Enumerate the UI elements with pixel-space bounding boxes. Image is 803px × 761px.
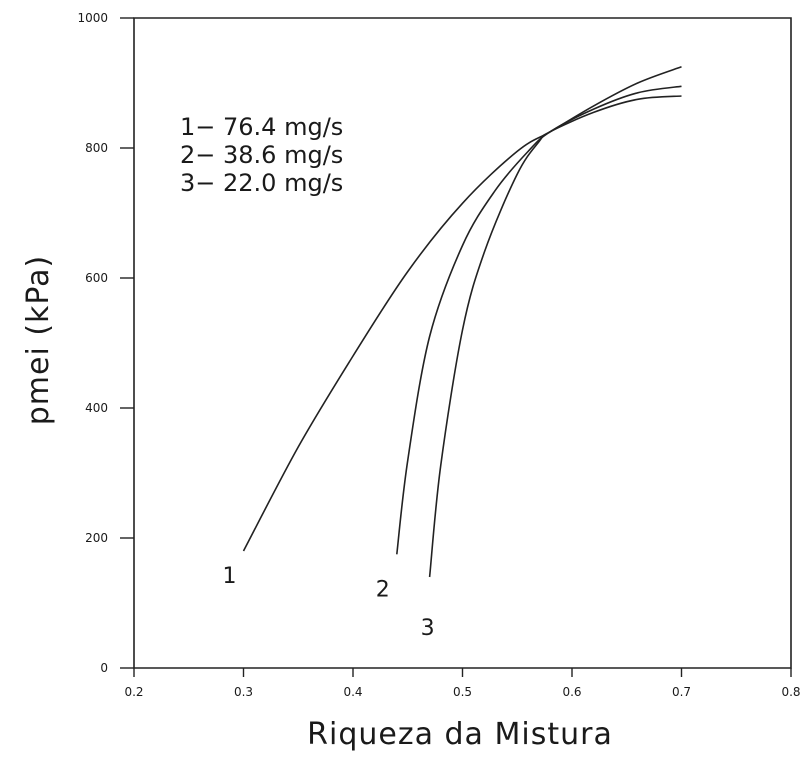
x-tick-label: 0.8 — [781, 685, 800, 699]
y-tick-label: 200 — [85, 531, 108, 545]
x-tick-label: 0.3 — [234, 685, 253, 699]
curve-label-3: 3 — [421, 616, 435, 641]
x-tick-label: 0.4 — [343, 685, 362, 699]
x-tick-label: 0.7 — [672, 685, 691, 699]
y-tick-label: 400 — [85, 401, 108, 415]
curve-label-2: 2 — [376, 577, 390, 602]
curve-label-1: 1 — [223, 564, 237, 589]
x-axis-title: Riqueza da Mistura — [307, 717, 613, 752]
y-tick-label: 800 — [85, 141, 108, 155]
y-tick-label: 0 — [100, 661, 108, 675]
y-axis-title: pmei (kPa) — [21, 255, 56, 426]
y-tick-label: 600 — [85, 271, 108, 285]
x-tick-label: 0.5 — [453, 685, 472, 699]
legend-entry-3: 3− 22.0 mg/s — [180, 169, 343, 197]
legend: 1− 76.4 mg/s 2− 38.6 mg/s 3− 22.0 mg/s — [180, 113, 343, 197]
series-line-1 — [242, 66, 682, 552]
series-line-3 — [428, 95, 682, 578]
x-tick-label: 0.2 — [124, 685, 143, 699]
series-line-2 — [396, 85, 682, 555]
legend-entry-1: 1− 76.4 mg/s — [180, 113, 343, 141]
x-tick-label: 0.6 — [562, 685, 581, 699]
y-tick-label: 1000 — [77, 11, 108, 25]
legend-entry-2: 2− 38.6 mg/s — [180, 141, 343, 169]
